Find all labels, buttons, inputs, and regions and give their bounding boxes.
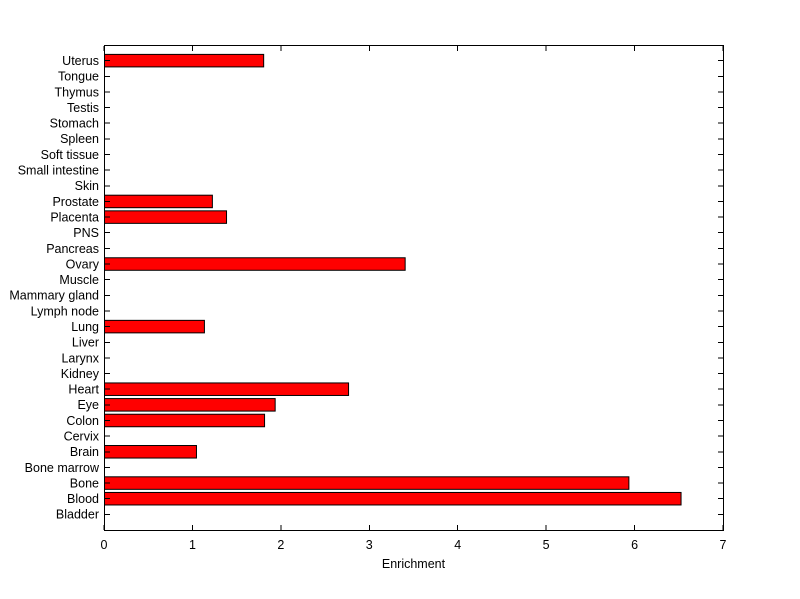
x-tick-label-0: 0 [101,538,108,552]
y-tick-label-small-intestine: Small intestine [18,164,99,178]
y-tick-label-eye: Eye [77,398,99,412]
y-tick-label-uterus: Uterus [62,54,99,68]
x-tick-label-3: 3 [366,538,373,552]
y-tick-label-pns: PNS [73,226,99,240]
x-tick-label-1: 1 [189,538,196,552]
bar-uterus [104,53,265,68]
x-tick-label-4: 4 [454,538,461,552]
y-tick-label-bladder: Bladder [56,508,99,522]
y-tick-label-muscle: Muscle [59,273,99,287]
x-tick-label-5: 5 [543,538,550,552]
x-tick-label-7: 7 [720,538,727,552]
y-tick-label-placenta: Placenta [50,210,99,224]
y-tick-label-tongue: Tongue [58,70,99,84]
bar-ovary [104,257,406,271]
y-tick-label-prostate: Prostate [52,195,99,209]
y-tick-label-cervix: Cervix [64,430,100,444]
bar-brain [104,445,197,459]
y-tick-label-skin: Skin [75,179,99,193]
y-tick-label-bone: Bone [70,476,99,490]
x-tick-label-2: 2 [277,538,284,552]
y-tick-label-heart: Heart [68,383,99,397]
y-tick-label-testis: Testis [67,101,99,115]
x-axis-label: Enrichment [382,557,446,571]
y-tick-label-pancreas: Pancreas [46,242,99,256]
y-tick-label-colon: Colon [66,414,99,428]
y-tick-label-bone-marrow: Bone marrow [25,461,100,475]
bar-heart [104,382,350,396]
plot-border [104,45,724,531]
y-tick-label-spleen: Spleen [60,132,99,146]
y-tick-label-soft-tissue: Soft tissue [41,148,99,162]
y-tick-label-blood: Blood [67,492,99,506]
bar-placenta [104,210,228,224]
y-tick-label-larynx: Larynx [61,351,99,365]
bar-eye [104,398,276,412]
y-tick-label-thymus: Thymus [55,85,99,99]
bar-lung [104,319,205,334]
y-tick-label-brain: Brain [70,445,99,459]
bar-blood [104,491,682,506]
y-tick-label-lung: Lung [71,320,99,334]
y-tick-label-lymph-node: Lymph node [31,304,99,318]
y-tick-label-stomach: Stomach [50,117,99,131]
bar-colon [104,413,266,428]
x-tick-label-6: 6 [631,538,638,552]
bar-bone [104,476,630,490]
bar-prostate [104,194,213,209]
y-tick-label-ovary: Ovary [66,257,100,271]
y-tick-label-liver: Liver [72,336,99,350]
y-tick-label-mammary-gland: Mammary gland [9,289,99,303]
y-tick-label-kidney: Kidney [61,367,100,381]
